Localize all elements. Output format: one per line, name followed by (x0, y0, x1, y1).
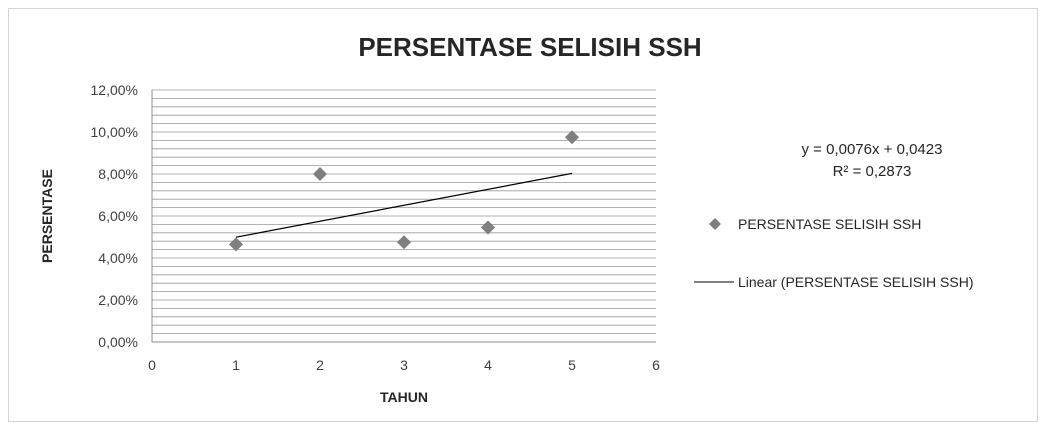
y-tick-labels: 0,00% 2,00% 4,00% 6,00% 8,00% 10,00% 12,00% (91, 82, 138, 350)
legend-diamond-marker (709, 218, 721, 230)
data-point (313, 167, 327, 181)
x-tick-label: 2 (316, 357, 324, 373)
x-tick-label: 6 (652, 357, 660, 373)
y-tick-label: 0,00% (98, 334, 138, 350)
data-point (481, 220, 495, 235)
y-tick-label: 6,00% (98, 208, 138, 224)
x-tick-label: 0 (148, 357, 156, 373)
gridlines (152, 89, 656, 343)
trendline-line (235, 172, 573, 238)
trendline (235, 172, 573, 238)
chart-title: PERSENTASE SELISIH SSH (358, 32, 701, 62)
legend: PERSENTASE SELISIH SSH Linear (PERSENTAS… (694, 216, 973, 290)
x-tick-label: 5 (568, 357, 576, 373)
data-points (229, 130, 579, 252)
x-tick-label: 4 (484, 357, 492, 373)
legend-entry-series: PERSENTASE SELISIH SSH (738, 216, 921, 232)
r-squared-label: R² = 0,2873 (833, 163, 912, 180)
axes (151, 90, 656, 343)
y-tick-label: 12,00% (91, 82, 138, 98)
y-tick-label: 10,00% (91, 124, 138, 140)
x-tick-label: 1 (232, 357, 240, 373)
y-axis-label: PERSENTASE (39, 169, 55, 263)
x-tick-label: 3 (400, 357, 408, 373)
x-tick-labels: 0 1 2 3 4 5 6 (148, 357, 660, 373)
legend-entry-trendline: Linear (PERSENTASE SELISIH SSH) (738, 274, 973, 290)
data-point (397, 235, 411, 250)
data-point (229, 237, 243, 252)
chart-frame (8, 8, 1038, 422)
data-point (565, 130, 579, 145)
y-tick-label: 4,00% (98, 250, 138, 266)
y-tick-label: 8,00% (98, 166, 138, 182)
y-tick-label: 2,00% (98, 292, 138, 308)
x-axis-label: TAHUN (380, 389, 428, 405)
trendline-equation: y = 0,0076x + 0,0423 (802, 141, 943, 158)
